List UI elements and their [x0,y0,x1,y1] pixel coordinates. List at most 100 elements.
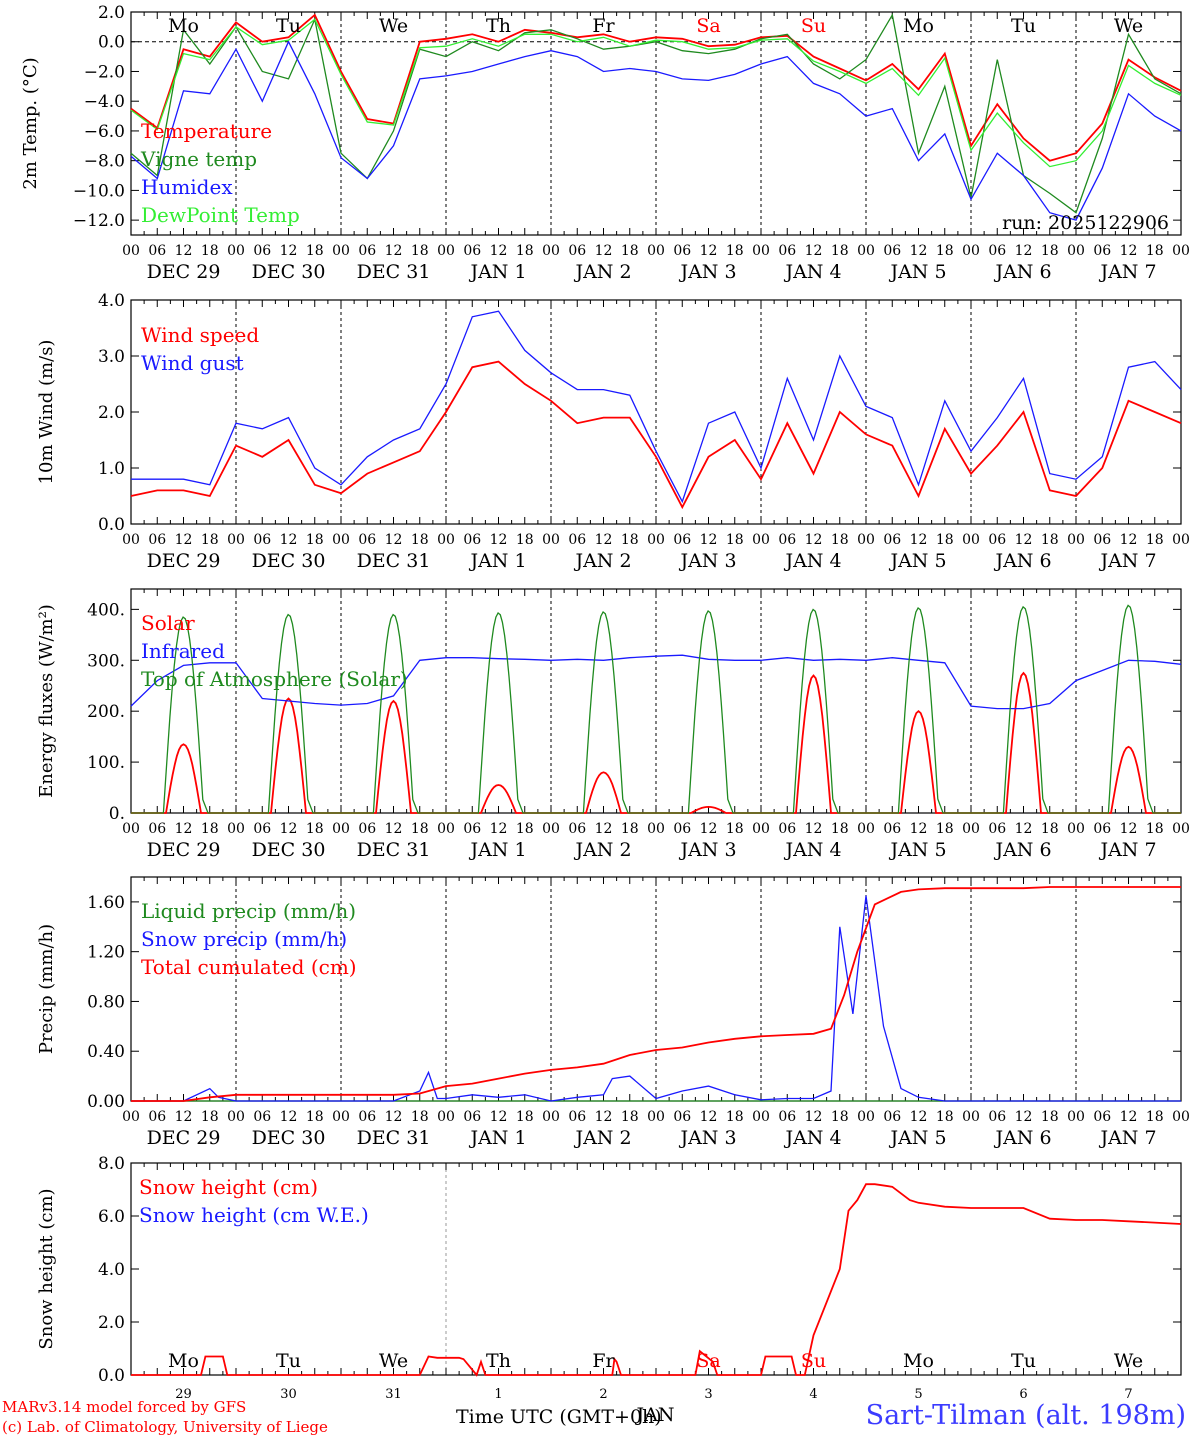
x-date-label: JAN 6 [993,839,1051,861]
x-hour-label: 00 [122,243,140,259]
x-hour-label: 18 [936,1109,954,1125]
x-hour-label: 06 [1093,532,1111,548]
x-hour-label: 18 [411,532,429,548]
x-hour-label: 06 [778,532,796,548]
y-tick-label: 0.40 [87,1042,125,1062]
x-hour-label: 00 [332,1109,350,1125]
x-hour-label: 12 [700,243,718,259]
x-hour-label: 06 [778,243,796,259]
legend-entry: Wind speed [141,323,259,347]
day-name-label: Su [801,1350,826,1372]
x-hour-label: 12 [700,821,718,837]
x-date-label: JAN 7 [1098,550,1156,572]
x-date-label: JAN 4 [783,839,841,861]
day-name-label: Mo [168,15,199,37]
day-number-label: 3 [704,1387,712,1402]
x-hour-label: 00 [752,532,770,548]
x-date-label: JAN 1 [468,1127,526,1149]
legend-entry: Humidex [141,175,233,199]
x-hour-label: 18 [936,532,954,548]
day-name-label: Tu [276,15,301,37]
x-hour-label: 12 [280,1109,298,1125]
x-hour-label: 12 [805,821,823,837]
x-hour-label: 06 [673,243,691,259]
x-date-label: DEC 31 [357,261,431,283]
x-hour-label: 12 [175,821,193,837]
x-hour-label: 00 [857,821,875,837]
day-number-label: 5 [914,1387,922,1402]
x-date-label: JAN 2 [573,550,631,572]
x-hour-label: 00 [962,243,980,259]
x-hour-label: 18 [516,821,534,837]
x-hour-label: 06 [1093,821,1111,837]
x-hour-label: 18 [306,821,324,837]
y-tick-label: 3.0 [98,347,125,367]
x-date-label: JAN 7 [1098,839,1156,861]
series-line-dewpoint-temp [130,18,1182,168]
x-hour-label: 12 [1120,1109,1138,1125]
x-date-label: JAN 6 [993,261,1051,283]
legend-entry: Liquid precip (mm/h) [141,899,356,923]
x-date-label: DEC 31 [357,550,431,572]
day-name-label: Th [486,1350,511,1372]
y-tick-label: −6.0 [84,122,125,142]
day-name-label: We [379,15,408,37]
x-date-label: JAN 3 [678,1127,736,1149]
x-hour-label: 18 [201,821,219,837]
x-hour-label: 06 [1093,243,1111,259]
x-hour-label: 00 [857,1109,875,1125]
x-hour-label: 18 [516,532,534,548]
x-hour-label: 12 [595,1109,613,1125]
x-hour-label: 06 [883,821,901,837]
x-hour-label: 06 [463,243,481,259]
x-hour-label: 06 [883,243,901,259]
month-label: JAN [635,1404,675,1426]
x-hour-label: 00 [1172,821,1190,837]
x-hour-label: 06 [253,1109,271,1125]
x-hour-label: 12 [805,1109,823,1125]
y-axis-label: Snow height (cm) [36,1188,57,1349]
x-date-label: DEC 29 [147,550,221,572]
x-hour-label: 12 [490,821,508,837]
day-number-label: 7 [1124,1387,1132,1402]
x-hour-label: 06 [358,821,376,837]
x-hour-label: 12 [910,1109,928,1125]
x-hour-label: 06 [568,243,586,259]
y-tick-label: 1.0 [98,459,125,479]
x-hour-label: 06 [568,1109,586,1125]
x-hour-label: 00 [1067,1109,1085,1125]
x-hour-label: 06 [358,532,376,548]
day-number-label: 30 [280,1387,297,1402]
x-hour-label: 00 [1172,243,1190,259]
x-hour-label: 00 [122,1109,140,1125]
x-hour-label: 12 [1015,1109,1033,1125]
y-tick-label: 4.0 [98,291,125,311]
x-hour-label: 06 [358,243,376,259]
x-hour-label: 06 [568,821,586,837]
panel-2: 4.0 3.0 2.0 1.0 0.0 10m Wind (m/s) 00 06 12 18 00 0… [36,291,1190,572]
y-axis-label: 10m Wind (m/s) [36,340,57,485]
x-hour-label: 00 [332,243,350,259]
x-hour-label: 12 [910,821,928,837]
x-date-label: JAN 4 [783,1127,841,1149]
x-hour-label: 06 [988,243,1006,259]
x-hour-label: 18 [1146,243,1164,259]
x-date-label: JAN 5 [888,839,946,861]
x-date-label: JAN 2 [573,839,631,861]
station-label: Sart-Tilman (alt. 198m) [865,1400,1186,1431]
x-date-label: JAN 4 [783,261,841,283]
x-hour-label: 18 [726,243,744,259]
x-date-label: DEC 30 [252,550,326,572]
plot-frame [130,11,1182,236]
x-hour-label: 18 [726,821,744,837]
x-date-label: JAN 7 [1098,261,1156,283]
x-hour-label: 00 [1172,532,1190,548]
y-tick-label: 2.0 [98,3,125,23]
x-hour-label: 00 [542,1109,560,1125]
x-hour-label: 18 [936,243,954,259]
x-date-label: JAN 6 [993,550,1051,572]
x-hour-label: 00 [647,243,665,259]
x-hour-label: 12 [595,532,613,548]
x-hour-label: 00 [962,1109,980,1125]
y-tick-label: 0.00 [87,1092,125,1112]
